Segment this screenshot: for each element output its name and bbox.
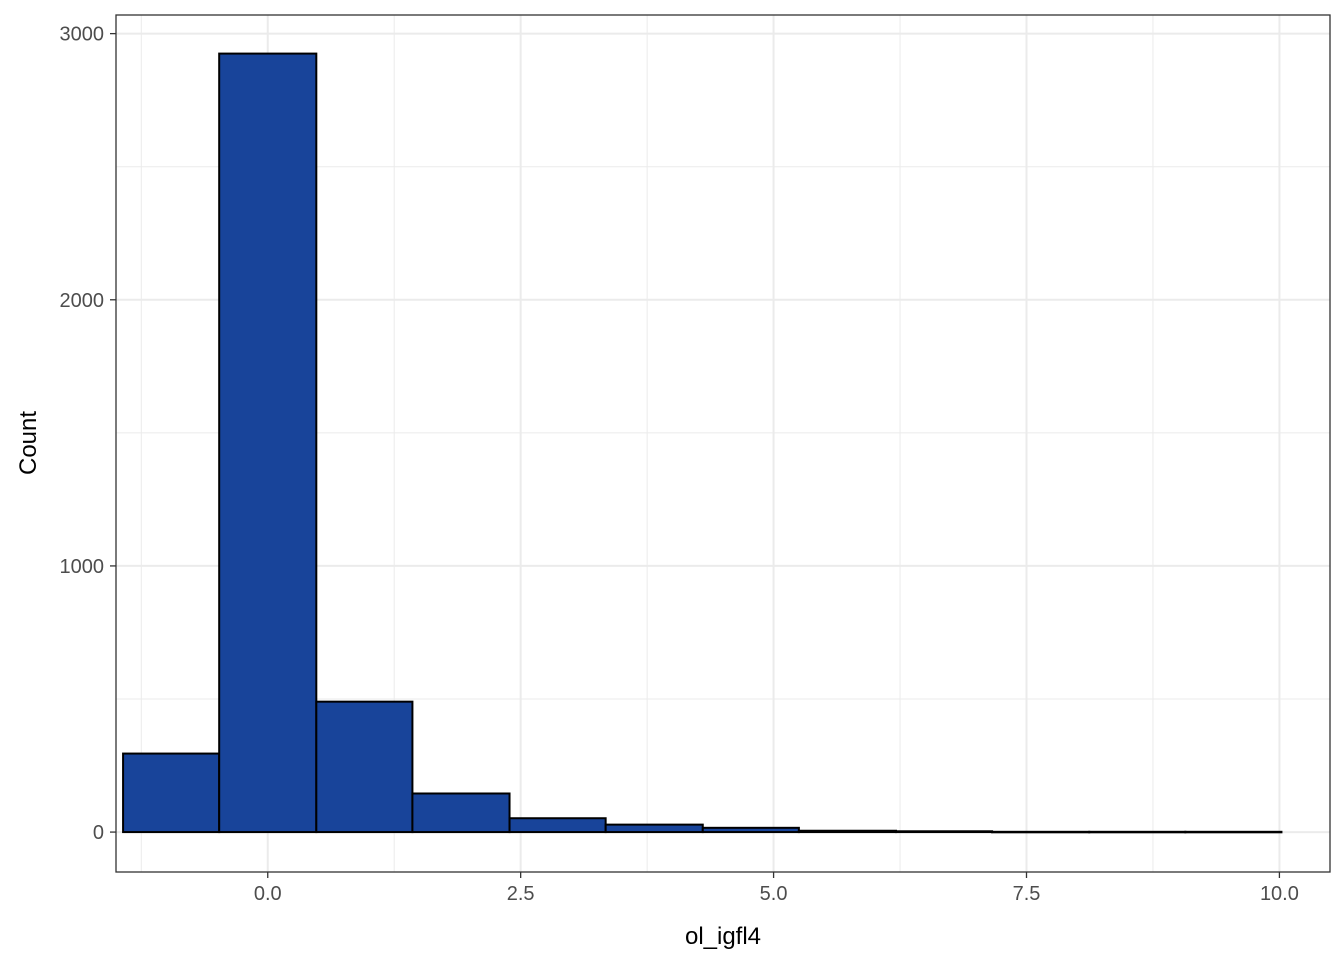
histogram-bar-2 xyxy=(218,52,318,834)
histogram-bar-3 xyxy=(315,700,414,834)
y-tick-label: 2000 xyxy=(60,290,105,312)
y-tick-label: 1000 xyxy=(60,556,105,578)
histogram-bar-1 xyxy=(122,752,221,834)
histogram-bar-6 xyxy=(604,823,704,834)
x-tick-label: 0.0 xyxy=(254,883,282,905)
histogram-bar-5 xyxy=(508,817,607,834)
grid-minor xyxy=(116,15,1330,872)
x-axis-title: ol_igfl4 xyxy=(685,923,761,950)
panel-border xyxy=(115,14,1331,873)
histogram-bar-4 xyxy=(411,792,511,834)
histogram-bar-10 xyxy=(991,830,1091,834)
y-tick-label: 3000 xyxy=(60,24,105,46)
x-tick-label: 7.5 xyxy=(1013,883,1041,905)
y-axis: 0 1000 2000 3000 xyxy=(60,24,116,844)
histogram-bar-7 xyxy=(701,826,800,834)
bars xyxy=(122,52,1283,834)
x-tick-label: 2.5 xyxy=(507,883,535,905)
x-tick-label: 5.0 xyxy=(760,883,788,905)
histogram-bar-11 xyxy=(1088,830,1187,834)
x-tick-label: 10.0 xyxy=(1260,883,1299,905)
y-tick-label: 0 xyxy=(93,822,104,844)
histogram-bar-9 xyxy=(894,830,994,834)
histogram-bar-12 xyxy=(1184,830,1283,834)
x-axis: 0.0 2.5 5.0 7.5 10.0 xyxy=(254,872,1299,905)
y-axis-title: Count xyxy=(15,411,42,475)
histogram-bar-8 xyxy=(797,829,897,834)
